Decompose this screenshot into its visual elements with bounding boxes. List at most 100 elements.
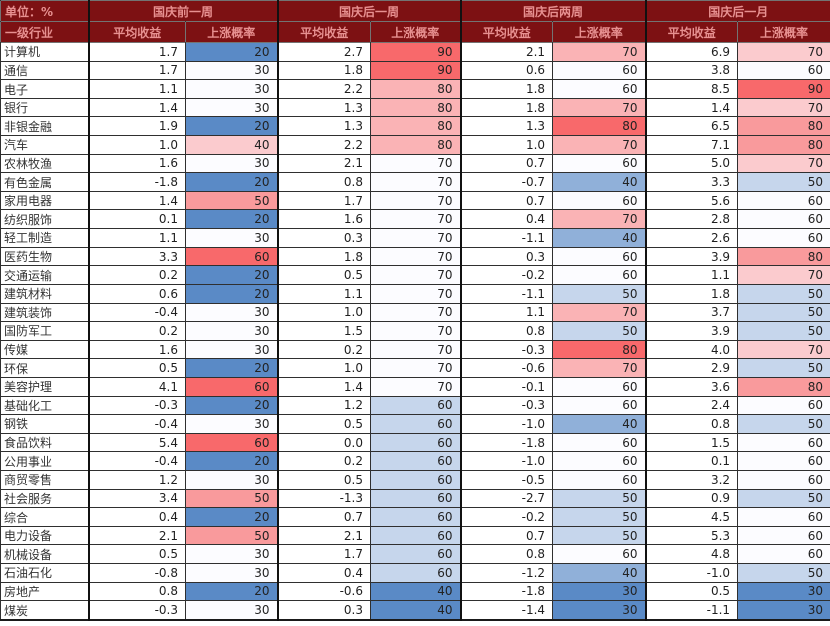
table-row: 美容护理 4.1 60 1.4 70 -0.1 60 3.6 80 — [0, 376, 830, 397]
win-rate-cell: 80 — [370, 79, 462, 99]
table-row: 建筑材料 0.6 20 1.1 70 -1.1 50 1.8 50 — [0, 283, 830, 304]
win-rate-cell: 50 — [737, 321, 830, 341]
win-rate-cell: 60 — [370, 414, 462, 434]
avg-return-cell: -0.4 — [87, 302, 186, 323]
win-rate-cell: 60 — [370, 507, 462, 527]
win-rate-cell: 60 — [552, 265, 647, 285]
win-rate-cell: 70 — [370, 358, 462, 378]
table-row: 交通运输 0.2 20 0.5 70 -0.2 60 1.1 70 — [0, 265, 830, 285]
avg-return-cell: 3.2 — [644, 470, 739, 490]
win-rate-cell: 30 — [737, 600, 830, 621]
avg-return-cell: 1.7 — [276, 544, 372, 565]
avg-return-cell: 0.6 — [459, 60, 554, 81]
avg-return-cell: 0.6 — [87, 283, 186, 304]
avg-return-cell: 5.4 — [87, 432, 186, 453]
avg-return-cell: 1.1 — [87, 79, 186, 99]
industry-name: 医药生物 — [0, 246, 89, 267]
avg-return-cell: 0.5 — [276, 470, 372, 490]
table-row: 基础化工 -0.3 20 1.2 60 -0.3 60 2.4 60 — [0, 395, 830, 416]
avg-return-cell: 1.6 — [87, 153, 186, 174]
win-rate-cell: 60 — [552, 60, 647, 81]
table-body: 计算机 1.7 20 2.7 90 2.1 70 6.9 70 通信 1.7 30 1.8 90 0.6 60… — [0, 42, 830, 621]
win-rate-cell: 50 — [737, 302, 830, 323]
avg-return-cell: 1.5 — [276, 321, 372, 341]
industry-name: 综合 — [0, 507, 89, 527]
avg-return-cell: 0.5 — [87, 358, 186, 378]
win-rate-cell: 50 — [737, 488, 830, 509]
win-rate-cell: 80 — [552, 116, 647, 137]
win-rate-cell: 60 — [737, 525, 830, 546]
industry-name: 钢铁 — [0, 414, 89, 434]
win-rate-cell: 60 — [737, 507, 830, 527]
win-rate-cell: 20 — [184, 395, 279, 416]
avg-return-cell: 0.7 — [459, 190, 554, 211]
avg-return-cell: 0.9 — [644, 488, 739, 509]
win-rate-cell: 70 — [370, 302, 462, 323]
table-row: 轻工制造 1.1 30 0.3 70 -1.1 40 2.6 60 — [0, 228, 830, 248]
avg-return-cell: 3.6 — [644, 376, 739, 397]
industry-name: 非银金融 — [0, 116, 89, 137]
win-rate-cell: 50 — [184, 525, 279, 546]
win-rate-cell: 30 — [184, 544, 279, 565]
win-rate-cell: 50 — [737, 172, 830, 192]
table-row: 公用事业 -0.4 20 0.2 60 -1.0 60 0.1 60 — [0, 451, 830, 472]
win-rate-cell: 30 — [552, 600, 647, 621]
win-rate-cell: 50 — [737, 358, 830, 378]
avg-return-cell: 4.1 — [87, 376, 186, 397]
industry-name: 食品饮料 — [0, 432, 89, 453]
win-rate-cell: 60 — [370, 451, 462, 472]
table-header: 单位：% 国庆前一周 国庆后一周 国庆后两周 国庆后一月 一级行业 平均收益 上… — [0, 0, 830, 43]
win-rate-cell: 60 — [552, 544, 647, 565]
avg-return-cell: 2.2 — [276, 79, 372, 99]
avg-return-cell: 5.0 — [644, 153, 739, 174]
avg-return-cell: 1.0 — [276, 358, 372, 378]
win-rate-cell: 50 — [184, 488, 279, 509]
avg-return-cell: 1.4 — [87, 97, 186, 118]
win-rate-cell: 30 — [184, 60, 279, 81]
avg-return-cell: 1.8 — [276, 60, 372, 81]
industry-name: 美容护理 — [0, 376, 89, 397]
avg-return-cell: -1.0 — [459, 414, 554, 434]
avg-return-cell: -2.7 — [459, 488, 554, 509]
avg-return-cell: 0.2 — [87, 265, 186, 285]
industry-name: 石油石化 — [0, 563, 89, 583]
avg-return-cell: 0.2 — [276, 451, 372, 472]
avg-return-cell: 0.8 — [276, 172, 372, 192]
avg-return-cell: 3.4 — [87, 488, 186, 509]
avg-return-cell: 1.0 — [459, 135, 554, 155]
avg-return-cell: 8.5 — [644, 79, 739, 99]
avg-return-cell: 1.1 — [276, 283, 372, 304]
win-rate-cell: 60 — [370, 432, 462, 453]
win-rate-cell: 60 — [370, 544, 462, 565]
win-rate-cell: 70 — [370, 209, 462, 230]
avg-return-cell: 0.5 — [87, 544, 186, 565]
industry-name: 汽车 — [0, 135, 89, 155]
avg-return-cell: -1.0 — [644, 563, 739, 583]
avg-return-cell: 2.1 — [459, 42, 554, 62]
win-rate-cell: 50 — [552, 321, 647, 341]
win-rate-header-4: 上涨概率 — [737, 21, 830, 43]
win-rate-cell: 60 — [737, 470, 830, 490]
win-rate-cell: 60 — [184, 246, 279, 267]
win-rate-cell: 50 — [552, 525, 647, 546]
avg-return-cell: 1.3 — [276, 97, 372, 118]
avg-return-cell: 0.8 — [644, 414, 739, 434]
table-row: 纺织服饰 0.1 20 1.6 70 0.4 70 2.8 60 — [0, 209, 830, 230]
win-rate-cell: 60 — [552, 153, 647, 174]
win-rate-cell: 30 — [552, 581, 647, 602]
industry-name: 房地产 — [0, 581, 89, 602]
table-row: 机械设备 0.5 30 1.7 60 0.8 60 4.8 60 — [0, 544, 830, 565]
win-rate-cell: 40 — [370, 581, 462, 602]
avg-return-cell: 0.5 — [276, 265, 372, 285]
avg-return-cell: 2.6 — [644, 228, 739, 248]
table-row: 石油石化 -0.8 30 0.4 60 -1.2 40 -1.0 50 — [0, 563, 830, 583]
win-rate-cell: 20 — [184, 172, 279, 192]
win-rate-cell: 60 — [184, 432, 279, 453]
industry-name: 电子 — [0, 79, 89, 99]
avg-return-cell: 3.8 — [644, 60, 739, 81]
period-header-post-week: 国庆后一周 — [276, 0, 462, 22]
avg-return-cell: 1.0 — [87, 135, 186, 155]
avg-return-cell: 1.2 — [87, 470, 186, 490]
win-rate-cell: 70 — [370, 265, 462, 285]
